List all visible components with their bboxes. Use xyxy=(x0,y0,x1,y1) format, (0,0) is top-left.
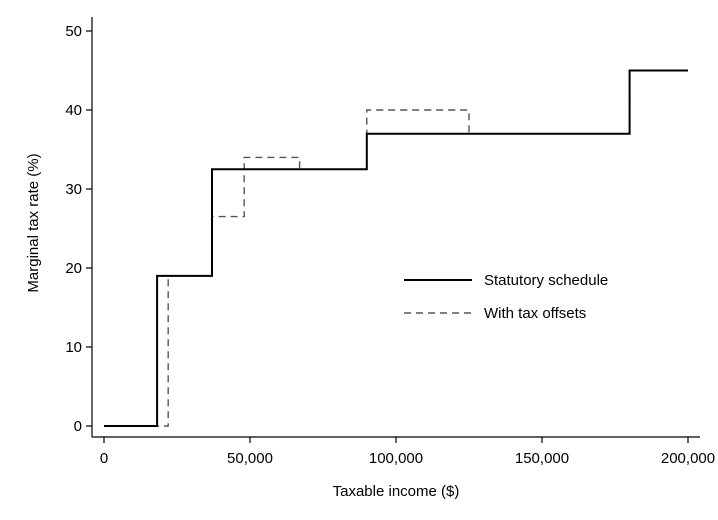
y-tick-label: 40 xyxy=(65,102,82,119)
y-tick-label: 0 xyxy=(74,418,82,435)
x-axis-title: Taxable income ($) xyxy=(333,483,460,500)
y-tick-label: 30 xyxy=(65,181,82,198)
x-tick-label: 0 xyxy=(100,450,108,467)
axes: 0 10 20 30 40 50 0 50,000 100,000 150,000 200,000 xyxy=(65,17,715,467)
series-line-with-tax-offsets xyxy=(104,69,688,427)
legend-label: Statutory schedule xyxy=(484,272,608,289)
series-line-statutory-schedule xyxy=(104,69,688,427)
x-tick-label: 50,000 xyxy=(227,450,273,467)
x-tick-label: 200,000 xyxy=(661,450,715,467)
y-ticks: 0 10 20 30 40 50 xyxy=(65,23,92,435)
y-tick-label: 10 xyxy=(65,339,82,356)
x-ticks: 0 50,000 100,000 150,000 200,000 xyxy=(100,437,715,467)
x-tick-label: 100,000 xyxy=(369,450,423,467)
legend-label: With tax offsets xyxy=(484,305,586,322)
series-lines xyxy=(104,69,688,427)
y-axis-title: Marginal tax rate (%) xyxy=(25,153,42,292)
y-tick-label: 20 xyxy=(65,260,82,277)
legend: Statutory schedule With tax offsets xyxy=(404,272,608,322)
y-tick-label: 50 xyxy=(65,23,82,40)
x-tick-label: 150,000 xyxy=(515,450,569,467)
